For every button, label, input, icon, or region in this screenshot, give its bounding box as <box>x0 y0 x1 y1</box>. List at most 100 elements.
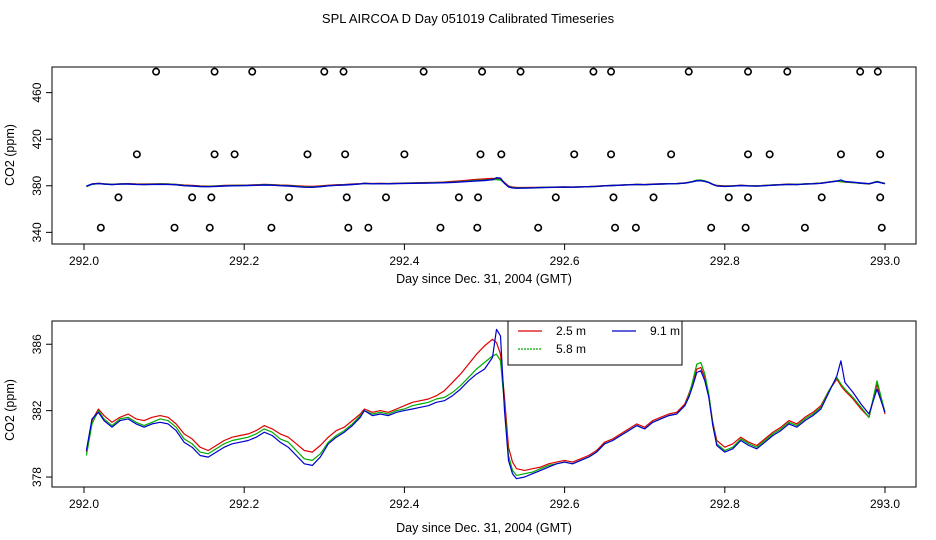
calibration-point <box>170 223 179 232</box>
top-calibration-points <box>96 67 886 232</box>
legend: 2.5 m 5.8 m 9.1 m <box>507 320 683 366</box>
calibration-point <box>132 150 141 159</box>
calibration-point <box>516 67 525 76</box>
calibration-point <box>96 223 105 232</box>
bottom-x-tick-label: 292.2 <box>229 497 259 511</box>
calibration-point <box>342 193 351 202</box>
top-ambient-lines <box>86 176 886 189</box>
top-panel: 292.0 292.2 292.4 292.6 292.8 293.0 340 380 420… <box>3 66 917 286</box>
bottom-x-tick-label: 292.4 <box>389 497 419 511</box>
calibration-point <box>876 193 885 202</box>
top-series-9-1-m <box>86 176 886 189</box>
calibration-point <box>570 150 579 159</box>
top-x-tick-label: 292.4 <box>389 254 419 268</box>
calibration-point <box>876 150 885 159</box>
bottom-y-tick-label: 378 <box>30 467 44 487</box>
calibration-point <box>344 223 353 232</box>
calibration-point <box>419 67 428 76</box>
calibration-point <box>800 223 809 232</box>
calibration-point <box>400 150 409 159</box>
bottom-panel: 292.0 292.2 292.4 292.6 292.8 293.0 378 382 386… <box>3 320 917 535</box>
calibration-point <box>339 67 348 76</box>
calibration-point <box>744 193 753 202</box>
calibration-point <box>744 67 753 76</box>
top-y-axis-label: CO2 (ppm) <box>3 124 17 186</box>
bottom-series-9-1-m <box>85 328 886 480</box>
top-x-tick-label: 292.8 <box>710 254 740 268</box>
calibration-point <box>707 223 716 232</box>
top-x-tick-label: 292.6 <box>550 254 580 268</box>
calibration-point <box>210 150 219 159</box>
calibration-point <box>248 67 257 76</box>
calibration-point <box>836 150 845 159</box>
calibration-point <box>534 223 543 232</box>
top-x-tick-label: 293.0 <box>870 254 900 268</box>
calibration-point <box>607 67 616 76</box>
bottom-ambient-lines <box>85 328 886 480</box>
bottom-x-tick-label: 292.6 <box>550 497 580 511</box>
legend-label-9-1m: 9.1 m <box>650 324 680 338</box>
calibration-point <box>667 150 676 159</box>
legend-label-5-8m: 5.8 m <box>556 342 586 356</box>
calibration-point <box>611 223 620 232</box>
calibration-point <box>285 193 294 202</box>
legend-label-2-5m: 2.5 m <box>556 324 586 338</box>
calibration-point <box>609 193 618 202</box>
top-y-tick-label: 420 <box>30 129 44 149</box>
bottom-x-tick-label: 292.8 <box>710 497 740 511</box>
bottom-series-2-5-m <box>85 338 886 471</box>
calibration-point <box>684 67 693 76</box>
calibration-point <box>589 67 598 76</box>
chart-title: SPL AIRCOA D Day 051019 Calibrated Times… <box>322 11 615 26</box>
calibration-point <box>724 193 733 202</box>
calibration-point <box>188 193 197 202</box>
top-x-tick-label: 292.2 <box>229 254 259 268</box>
bottom-y-tick-label: 386 <box>30 334 44 354</box>
calibration-point <box>551 193 560 202</box>
top-y-tick-label: 340 <box>30 222 44 242</box>
top-y-tick-label: 460 <box>30 82 44 102</box>
calibration-point <box>607 150 616 159</box>
bottom-y-tick-label: 382 <box>30 400 44 420</box>
calibration-point <box>873 67 882 76</box>
calibration-point <box>303 150 312 159</box>
calibration-point <box>341 150 350 159</box>
calibration-point <box>856 67 865 76</box>
calibration-point <box>436 223 445 232</box>
calibration-point <box>364 223 373 232</box>
top-x-axis: 292.0 292.2 292.4 292.6 292.8 293.0 <box>69 243 900 268</box>
calibration-point <box>210 67 219 76</box>
bottom-y-axis: 378 382 386 <box>30 334 53 487</box>
top-x-axis-label: Day since Dec. 31, 2004 (GMT) <box>396 272 572 286</box>
calibration-point <box>267 223 276 232</box>
calibration-point <box>473 223 482 232</box>
calibration-point <box>381 193 390 202</box>
legend-box <box>507 320 683 366</box>
calibration-point <box>152 67 161 76</box>
top-y-tick-label: 380 <box>30 175 44 195</box>
calibration-point <box>497 150 506 159</box>
bottom-y-axis-label: CO2 (ppm) <box>3 379 17 441</box>
bottom-x-tick-label: 292.0 <box>69 497 99 511</box>
calibration-point <box>783 67 792 76</box>
calibration-point <box>114 193 123 202</box>
calibration-point <box>817 193 826 202</box>
calibration-point <box>765 150 774 159</box>
top-y-axis: 340 380 420 460 <box>30 82 53 242</box>
calibration-point <box>205 223 214 232</box>
calibration-point <box>741 223 750 232</box>
calibration-point <box>631 223 640 232</box>
bottom-x-axis-label: Day since Dec. 31, 2004 (GMT) <box>396 521 572 535</box>
calibration-point <box>474 193 483 202</box>
calibration-point <box>476 150 485 159</box>
bottom-x-axis: 292.0 292.2 292.4 292.6 292.8 293.0 <box>69 486 900 511</box>
calibration-point <box>320 67 329 76</box>
calibration-point <box>877 223 886 232</box>
calibration-point <box>454 193 463 202</box>
calibration-point <box>230 150 239 159</box>
calibration-point <box>478 67 487 76</box>
calibration-point <box>649 193 658 202</box>
top-x-tick-label: 292.0 <box>69 254 99 268</box>
bottom-x-tick-label: 293.0 <box>870 497 900 511</box>
